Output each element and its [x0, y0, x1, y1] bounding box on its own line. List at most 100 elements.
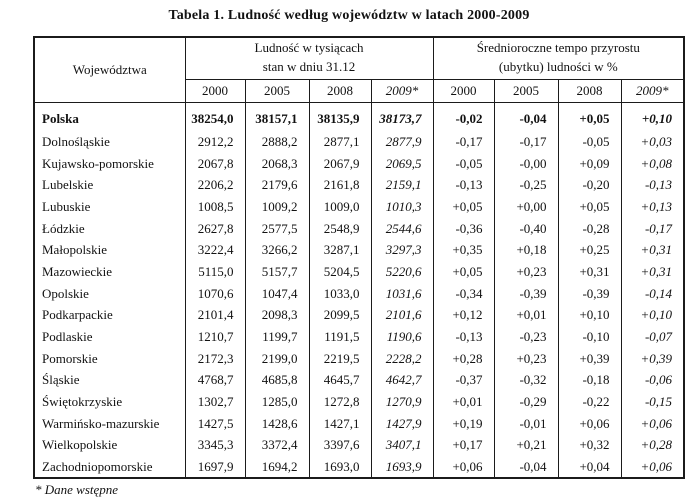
population-value: 2544,6 [370, 217, 434, 240]
voivodeship-name: Polska [42, 111, 79, 126]
voivodeship-name: Warmińsko-mazurskie [42, 415, 160, 431]
growth-rate-value: +0,31 [620, 239, 685, 262]
growth-rate-value: +0,01 [432, 391, 495, 413]
population-value: 38135,9 [308, 102, 371, 131]
population-value: 1693,9 [370, 456, 434, 478]
growth-rate-value: -0,37 [432, 369, 495, 392]
group1-line1: Ludność w tysiącach [254, 40, 364, 56]
growth-rate-value: -0,05 [557, 131, 622, 153]
year-header: 2008 [557, 79, 622, 103]
year-header-row: 2000 2005 2008 2009* 2000 2005 2008 2009… [34, 79, 685, 103]
voivodeship-name: Lubuskie [42, 198, 91, 214]
population-value: 38157,1 [244, 102, 309, 131]
growth-rate-value: -0,17 [620, 217, 685, 240]
growth-rate-value: -0,22 [557, 391, 622, 413]
growth-rate-value: +0,06 [432, 456, 495, 478]
growth-rate-value: +0,00 [493, 196, 559, 218]
population-value: 1272,8 [308, 391, 371, 413]
voivodeship-name: Mazowieckie [42, 263, 113, 279]
growth-rate-value: -0,17 [493, 131, 559, 153]
growth-rate-value: +0,28 [620, 434, 685, 457]
population-value: 3287,1 [308, 239, 371, 262]
table-row: Wielkopolskie 3345,3 3372,4 3397,6 3407,1 +0,… [34, 434, 685, 457]
voivodeship-name: Dolnośląskie [42, 133, 110, 149]
growth-rate-value: -0,02 [432, 102, 495, 131]
population-value: 2098,3 [244, 304, 309, 327]
growth-rate-value: +0,17 [432, 434, 495, 457]
population-value: 3222,4 [184, 239, 245, 262]
population-value: 1693,0 [308, 456, 371, 478]
growth-rate-value: +0,39 [620, 347, 685, 370]
table-row: Lubelskie 2206,2 2179,6 2161,8 2159,1 -0,13 -0… [34, 174, 685, 197]
growth-rate-value: -0,25 [493, 174, 559, 197]
population-value: 1008,5 [184, 196, 245, 218]
year-header: 2000 [432, 79, 495, 103]
population-value: 3297,3 [370, 239, 434, 262]
growth-rate-value: -0,15 [620, 391, 685, 413]
growth-rate-value: -0,10 [557, 326, 622, 348]
population-value: 1270,9 [370, 391, 434, 413]
population-value: 4642,7 [370, 369, 434, 392]
population-value: 1427,5 [184, 412, 245, 435]
voivodeship-name: Wielkopolskie [42, 437, 118, 453]
population-value: 1285,0 [244, 391, 309, 413]
population-value: 1302,7 [184, 391, 245, 413]
growth-rate-value: +0,25 [557, 239, 622, 262]
growth-rate-value: +0,05 [557, 196, 622, 218]
voivodeship-name: Lubelskie [42, 177, 94, 193]
growth-rate-value: +0,28 [432, 347, 495, 370]
voivodeship-name: Podkarpackie [42, 307, 113, 323]
population-value: 2069,5 [370, 152, 434, 175]
population-value: 1070,6 [184, 282, 245, 305]
table-row: Dolnośląskie 2912,2 2888,2 2877,1 2877,9 -0,1… [34, 131, 685, 153]
voivodeship-name: Małopolskie [42, 242, 107, 258]
growth-rate-value: +0,10 [620, 304, 685, 327]
population-value: 2912,2 [184, 131, 245, 153]
table-row-total: Polska 38254,0 38157,1 38135,9 38173,7 -0,02-… [34, 102, 685, 131]
population-value: 2172,3 [184, 347, 245, 370]
population-value: 5115,0 [184, 261, 245, 283]
population-value: 3372,4 [244, 434, 309, 457]
year-header: 2005 [244, 79, 309, 103]
growth-rate-value: +0,31 [557, 261, 622, 283]
population-value: 3345,3 [184, 434, 245, 457]
growth-rate-value: -0,13 [620, 174, 685, 197]
growth-rate-value: -0,39 [557, 282, 622, 305]
table-row: Opolskie 1070,6 1047,4 1033,0 1031,6 -0,34 -0,… [34, 282, 685, 305]
growth-rate-value: +0,08 [620, 152, 685, 175]
population-value: 2099,5 [308, 304, 371, 327]
growth-rate-value: +0,10 [620, 102, 685, 131]
column-group-growth-rate: Średnioroczne tempo przyrostu (ubytku) l… [432, 37, 685, 80]
growth-rate-value: +0,31 [620, 261, 685, 283]
growth-rate-value: -0,23 [493, 326, 559, 348]
population-value: 38254,0 [184, 102, 245, 131]
growth-rate-value: -0,13 [432, 326, 495, 348]
table-row: Mazowieckie 5115,0 5157,7 5204,5 5220,6 +0,05… [34, 261, 685, 283]
growth-rate-value: -0,39 [493, 282, 559, 305]
population-value: 3397,6 [308, 434, 371, 457]
voivodeship-name: Pomorskie [42, 350, 98, 366]
population-value: 2219,5 [308, 347, 371, 370]
table-row: Łódzkie 2627,8 2577,5 2548,9 2544,6 -0,36 -0,4… [34, 217, 685, 240]
growth-rate-value: -0,01 [493, 412, 559, 435]
growth-rate-value: +0,09 [557, 152, 622, 175]
year-header: 2000 [185, 79, 245, 103]
population-value: 2888,2 [244, 131, 309, 153]
table-row: Podlaskie 1210,7 1199,7 1191,5 1190,6 -0,13 -0… [34, 326, 685, 348]
population-value: 2067,8 [184, 152, 245, 175]
population-value: 5204,5 [308, 261, 371, 283]
population-value: 1427,1 [308, 412, 371, 435]
growth-rate-value: +0,18 [493, 239, 559, 262]
population-value: 5157,7 [244, 261, 309, 283]
population-value: 2228,2 [370, 347, 434, 370]
population-value: 1210,7 [184, 326, 245, 348]
growth-rate-value: +0,03 [620, 131, 685, 153]
growth-rate-value: +0,05 [432, 196, 495, 218]
population-value: 2877,9 [370, 131, 434, 153]
population-value: 1190,6 [370, 326, 434, 348]
voivodeship-name: Świętokrzyskie [42, 394, 123, 410]
table-row: Śląskie 4768,7 4685,8 4645,7 4642,7 -0,37 -0,3… [34, 369, 685, 392]
growth-rate-value: -0,05 [432, 152, 495, 175]
population-value: 1009,0 [308, 196, 371, 218]
growth-rate-value: -0,32 [493, 369, 559, 392]
